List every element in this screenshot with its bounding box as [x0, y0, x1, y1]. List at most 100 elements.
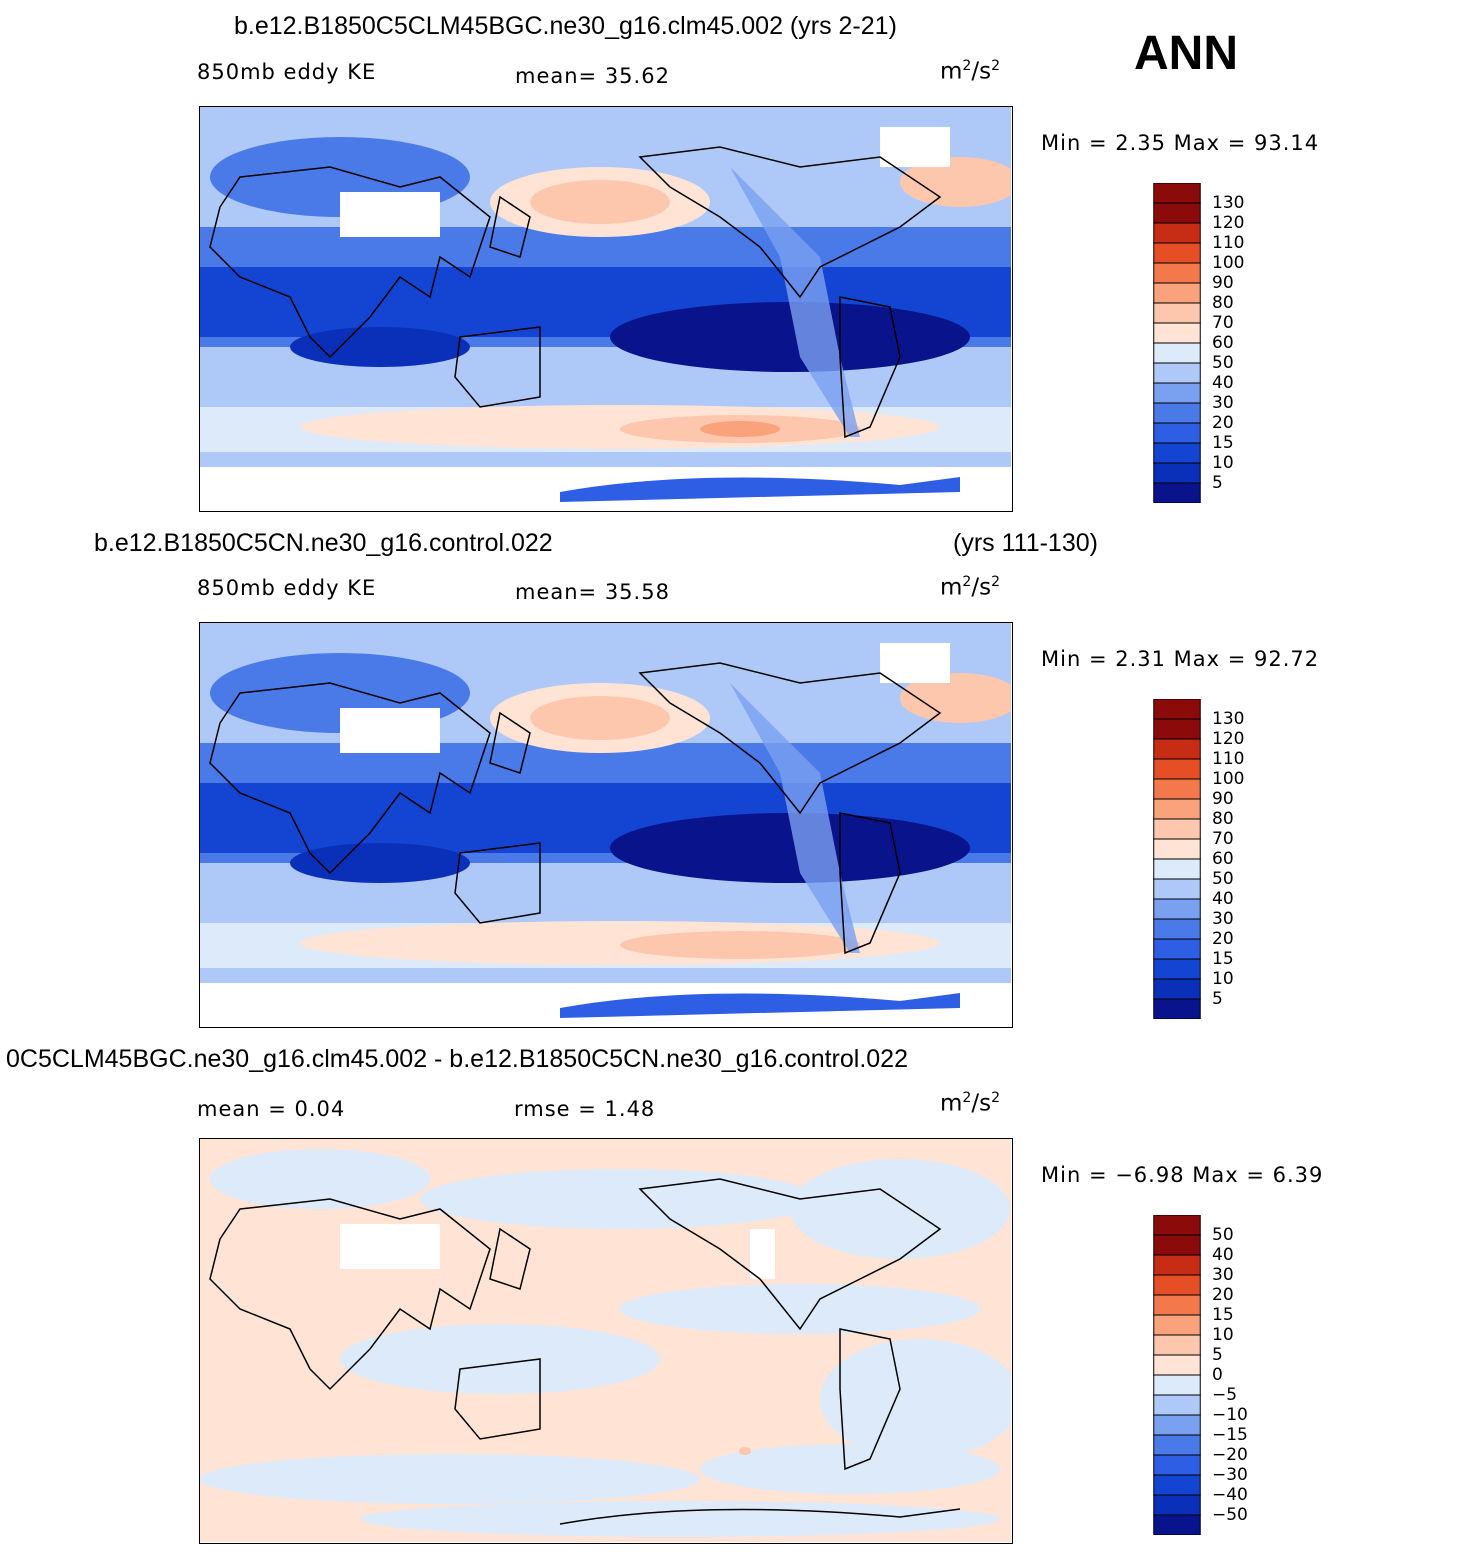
cb3-tick: −30	[1212, 1465, 1248, 1485]
colorbar-swatch	[1153, 718, 1201, 740]
colorbar-swatch	[1153, 1334, 1201, 1356]
panel3-mean-label: mean = 0.04	[197, 1097, 346, 1121]
panel2-colorbar	[1153, 698, 1201, 1020]
panel2-variable-label: 850mb eddy KE	[197, 576, 377, 600]
cb1-tick: 20	[1212, 413, 1234, 433]
colorbar-swatch	[1153, 322, 1201, 344]
cb2-tick: 130	[1212, 709, 1245, 729]
cb2-tick: 60	[1212, 849, 1234, 869]
cb3-tick: 5	[1212, 1345, 1223, 1365]
panel1-minmax: Min = 2.35 Max = 93.14	[1041, 131, 1320, 155]
cb2-tick: 20	[1212, 929, 1234, 949]
cb2-tick: 50	[1212, 869, 1234, 889]
cb1-tick: 120	[1212, 213, 1245, 233]
colorbar-swatch	[1153, 918, 1201, 940]
colorbar-swatch	[1153, 1354, 1201, 1376]
panel3-map	[199, 1138, 1020, 1544]
cb1-tick: 100	[1212, 253, 1245, 273]
colorbar-swatch	[1153, 1394, 1201, 1416]
cb1-tick: 5	[1212, 473, 1223, 493]
cb1-tick: 60	[1212, 333, 1234, 353]
cb1-tick: 40	[1212, 373, 1234, 393]
cb3-tick: −20	[1212, 1445, 1248, 1465]
colorbar-swatch	[1153, 1214, 1201, 1236]
panel2-colorbar-swatches	[1153, 698, 1201, 1020]
panel1-colorbar-swatches	[1153, 182, 1201, 504]
colorbar-swatch	[1153, 282, 1201, 304]
panel1-colorbar-labels: 130 120 110 100 90 80 70 60 50 40 30 20 …	[1212, 193, 1244, 493]
colorbar-swatch	[1153, 242, 1201, 264]
cb3-tick: 15	[1212, 1305, 1234, 1325]
cb3-tick: 40	[1212, 1245, 1234, 1265]
colorbar-swatch	[1153, 362, 1201, 384]
cb3-tick: −50	[1212, 1505, 1248, 1525]
colorbar-swatch	[1153, 1254, 1201, 1276]
panel2-map	[199, 622, 1020, 1028]
colorbar-swatch	[1153, 738, 1201, 760]
cb2-tick: 15	[1212, 949, 1234, 969]
colorbar-swatch	[1153, 778, 1201, 800]
colorbar-swatch	[1153, 1494, 1201, 1516]
colorbar-swatch	[1153, 798, 1201, 820]
cb2-tick: 120	[1212, 729, 1245, 749]
colorbar-swatch	[1153, 482, 1201, 504]
panel2-colorbar-labels: 130 120 110 100 90 80 70 60 50 40 30 20 …	[1212, 709, 1244, 1009]
panel3-units: m2/s2	[940, 1090, 1000, 1117]
cb2-tick: 110	[1212, 749, 1245, 769]
cb1-tick: 70	[1212, 313, 1234, 333]
panel1-map-field	[200, 107, 1020, 510]
cb2-tick: 10	[1212, 969, 1234, 989]
colorbar-swatch	[1153, 182, 1201, 204]
panel2-map-field	[200, 623, 1020, 1026]
colorbar-swatch	[1153, 978, 1201, 1000]
cb3-tick: 0	[1212, 1365, 1223, 1385]
cb3-tick: −10	[1212, 1405, 1248, 1425]
cb3-tick: 50	[1212, 1225, 1234, 1245]
cb1-tick: 80	[1212, 293, 1234, 313]
cb3-tick: 30	[1212, 1265, 1234, 1285]
panel2-units: m2/s2	[940, 574, 1000, 601]
panel3-rmse-label: rmse = 1.48	[514, 1097, 656, 1121]
panel1-mean-label: mean= 35.62	[515, 64, 670, 88]
colorbar-swatch	[1153, 1414, 1201, 1436]
panel1-title: b.e12.B1850C5CLM45BGC.ne30_g16.clm45.002…	[234, 12, 897, 40]
panel1-map	[199, 106, 1020, 512]
cb2-tick: 80	[1212, 809, 1234, 829]
colorbar-swatch	[1153, 1434, 1201, 1456]
colorbar-swatch	[1153, 878, 1201, 900]
cb1-tick: 110	[1212, 233, 1245, 253]
cb1-tick: 50	[1212, 353, 1234, 373]
colorbar-swatch	[1153, 442, 1201, 464]
colorbar-swatch	[1153, 1314, 1201, 1336]
cb1-tick: 130	[1212, 193, 1245, 213]
colorbar-swatch	[1153, 818, 1201, 840]
panel3-colorbar-swatches	[1153, 1214, 1201, 1536]
colorbar-swatch	[1153, 1374, 1201, 1396]
cb1-tick: 90	[1212, 273, 1234, 293]
panel3-map-field	[200, 1139, 1020, 1542]
colorbar-swatch	[1153, 1294, 1201, 1316]
cb3-tick: −40	[1212, 1485, 1248, 1505]
colorbar-swatch	[1153, 1234, 1201, 1256]
panel3-title: 0C5CLM45BGC.ne30_g16.clm45.002 - b.e12.B…	[6, 1045, 908, 1073]
cb1-tick: 15	[1212, 433, 1234, 453]
cb2-tick: 90	[1212, 789, 1234, 809]
colorbar-swatch	[1153, 1514, 1201, 1536]
colorbar-swatch	[1153, 382, 1201, 404]
panel1-variable-label: 850mb eddy KE	[197, 60, 377, 84]
colorbar-swatch	[1153, 698, 1201, 720]
panel1-units: m2/s2	[940, 58, 1000, 85]
cb2-tick: 40	[1212, 889, 1234, 909]
colorbar-swatch	[1153, 422, 1201, 444]
panel1-colorbar	[1153, 182, 1201, 504]
panel2-title: b.e12.B1850C5CN.ne30_g16.control.022	[94, 529, 553, 557]
panel3-minmax: Min = −6.98 Max = 6.39	[1041, 1163, 1324, 1187]
panel2-minmax: Min = 2.31 Max = 92.72	[1041, 647, 1320, 671]
season-label: ANN	[1134, 27, 1238, 80]
colorbar-swatch	[1153, 758, 1201, 780]
panel3-colorbar-labels: 50 40 30 20 15 10 5 0 −5 −10 −15 −20 −30…	[1212, 1225, 1248, 1525]
colorbar-swatch	[1153, 1274, 1201, 1296]
colorbar-swatch	[1153, 262, 1201, 284]
colorbar-swatch	[1153, 858, 1201, 880]
colorbar-swatch	[1153, 202, 1201, 224]
